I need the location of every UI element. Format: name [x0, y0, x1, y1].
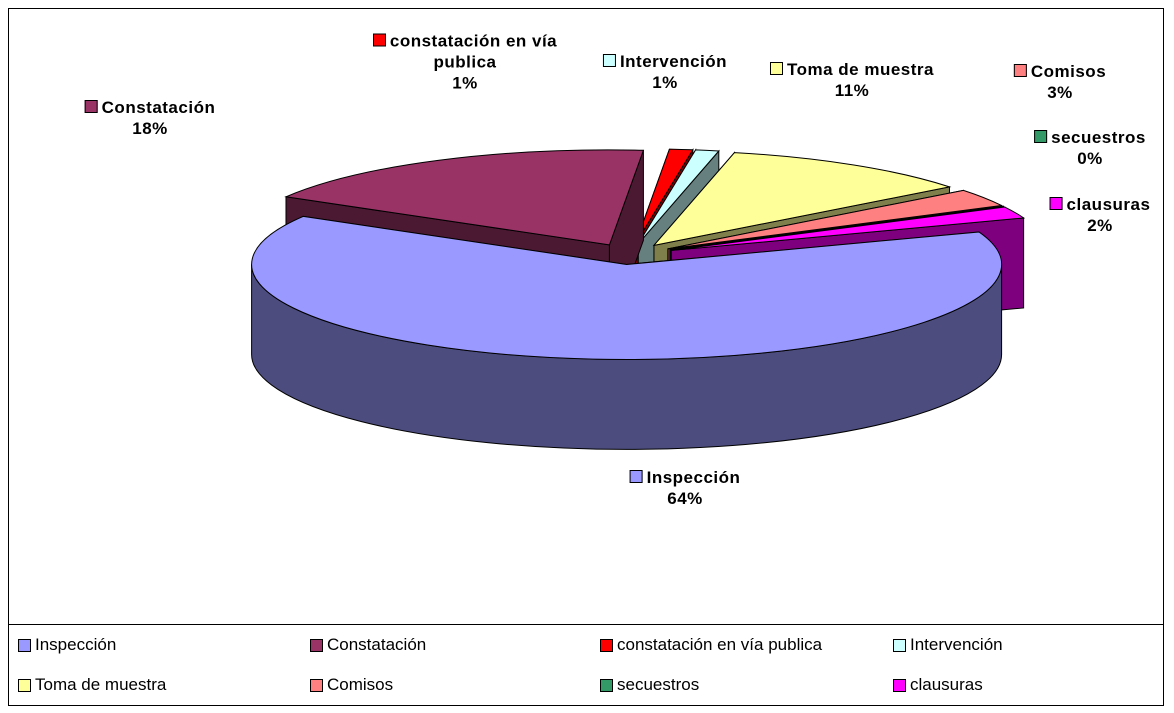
label-name: Intervención — [619, 52, 728, 71]
slice — [251, 215, 1003, 450]
label-swatch — [602, 54, 616, 67]
label-swatch — [1013, 64, 1027, 77]
legend-item: constatación en vía publica — [600, 625, 893, 665]
slice-top — [284, 149, 645, 246]
slice-top — [669, 205, 1004, 251]
data-label: Toma de muestra 11% — [769, 59, 935, 101]
data-label: Constatación 18% — [84, 97, 216, 139]
label-value: 11% — [834, 81, 870, 100]
label-value: 64% — [667, 489, 703, 508]
data-label: Inspección 64% — [629, 467, 741, 509]
legend: Inspección Constatación constatación en ví… — [8, 624, 1164, 706]
label-value: 1% — [652, 73, 678, 92]
legend-item: clausuras — [893, 665, 1174, 705]
legend-swatch — [893, 638, 906, 652]
legend-swatch — [18, 638, 31, 652]
data-label: Comisos 3% — [1013, 61, 1107, 103]
data-label: Intervención 1% — [602, 51, 728, 93]
label-value: 18% — [132, 119, 168, 138]
legend-label: secuestros — [617, 675, 700, 694]
data-label: constatación en vía publica 1% — [370, 31, 560, 94]
legend-swatch — [310, 678, 323, 692]
legend-item: Constatación — [310, 625, 600, 665]
slice-top — [635, 148, 694, 244]
slice-top — [671, 206, 1026, 251]
legend-swatch — [600, 678, 613, 692]
slice-top — [251, 215, 1003, 360]
legend-swatch — [18, 678, 31, 692]
label-swatch — [84, 100, 98, 113]
legend-label: Inspección — [35, 635, 117, 654]
label-name: secuestros — [1051, 128, 1146, 147]
label-name: clausuras — [1066, 195, 1151, 214]
legend-label: Toma de muestra — [35, 675, 167, 694]
legend-label: clausuras — [910, 675, 983, 694]
label-name: constatación en vía publica — [389, 31, 558, 72]
data-label: clausuras 2% — [1049, 194, 1151, 236]
label-swatch — [1049, 197, 1063, 210]
slice-top — [637, 149, 720, 245]
legend-label: constatación en vía publica — [617, 635, 823, 654]
label-value: 1% — [452, 73, 478, 93]
label-value: 3% — [1047, 83, 1073, 102]
label-name: Toma de muestra — [786, 60, 935, 79]
legend-label: Constatación — [327, 635, 427, 654]
label-value: 2% — [1087, 216, 1113, 235]
legend-label: Intervención — [910, 635, 1003, 654]
data-label: secuestros 0% — [1034, 127, 1146, 169]
legend-swatch — [600, 638, 613, 652]
legend-item: Toma de muestra — [18, 665, 310, 705]
label-swatch — [372, 33, 386, 47]
legend-label: Comisos — [327, 675, 394, 694]
legend-item: secuestros — [600, 665, 893, 705]
label-swatch — [1034, 130, 1048, 143]
label-swatch — [629, 470, 643, 483]
legend-item: Comisos — [310, 665, 600, 705]
label-value: 0% — [1077, 149, 1103, 168]
label-name: Constatación — [101, 98, 216, 117]
slice-top — [667, 189, 1004, 250]
legend-swatch — [893, 678, 906, 692]
legend-swatch — [310, 638, 323, 652]
slice-top — [652, 152, 952, 247]
legend-item: Inspección — [18, 625, 310, 665]
chart-frame — [8, 8, 1164, 706]
label-name: Comisos — [1030, 62, 1107, 81]
legend-item: Intervención — [893, 625, 1174, 665]
label-swatch — [769, 62, 783, 75]
label-name: Inspección — [646, 468, 741, 487]
